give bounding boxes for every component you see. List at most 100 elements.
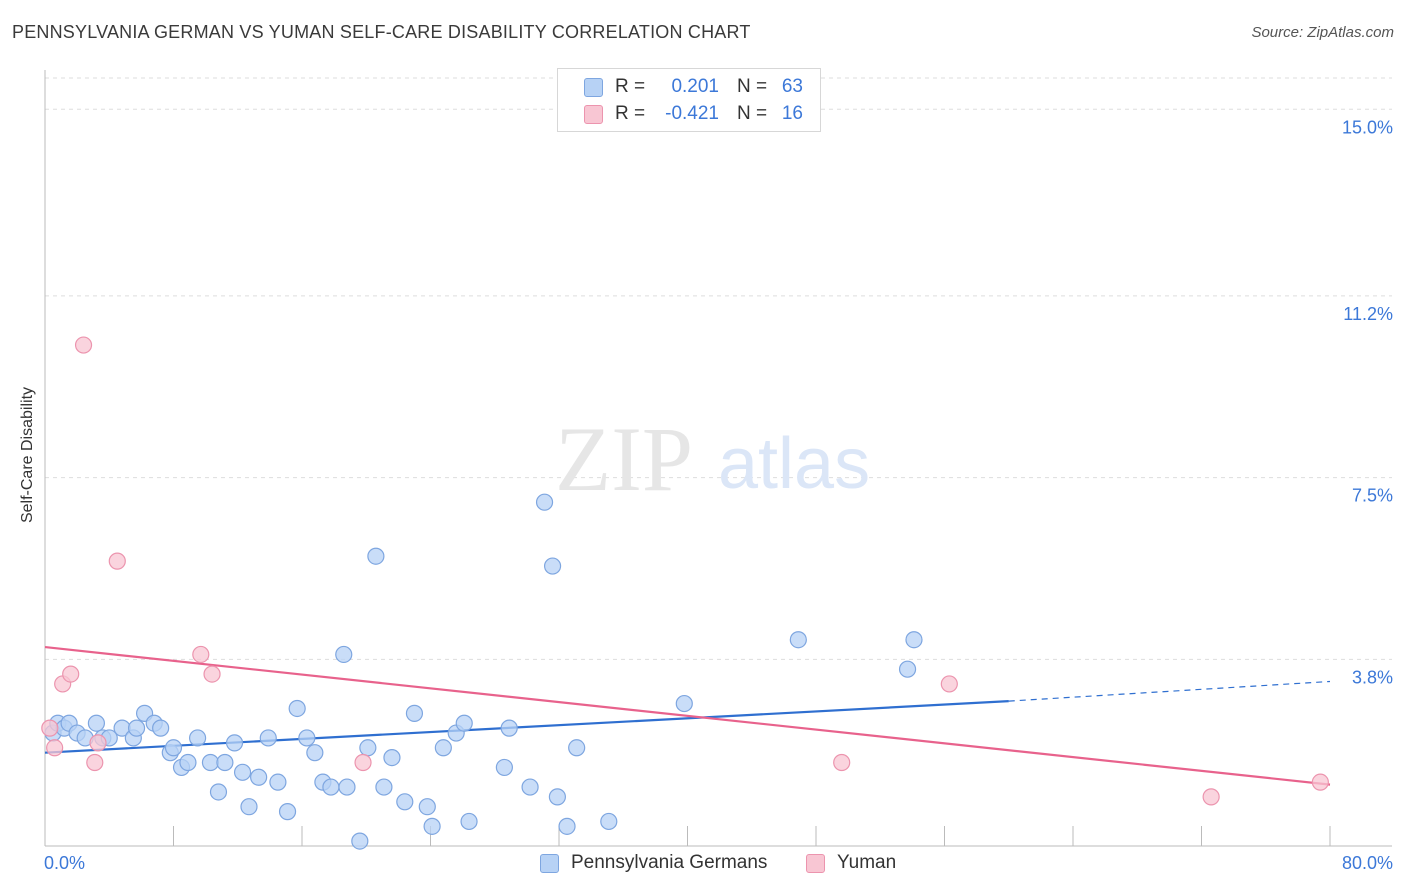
data-point-pennsylvania-germans — [568, 739, 586, 757]
data-point-pennsylvania-germans — [322, 778, 340, 796]
legend-row-yuman: R = -0.421 N = 16 — [584, 102, 803, 126]
data-point-pennsylvania-germans — [164, 739, 183, 757]
correlation-legend: R = 0.201 N = 63 R = -0.421 N = 16 — [557, 68, 821, 132]
bottom-legend-label: Yuman — [837, 852, 897, 873]
series-yuman — [41, 336, 1329, 806]
data-point-pennsylvania-germans — [216, 753, 234, 772]
y-axis-label: Self-Care Disability — [19, 386, 36, 524]
data-point-pennsylvania-germans — [87, 714, 106, 732]
data-point-pennsylvania-germans — [209, 783, 228, 801]
data-point-pennsylvania-germans — [455, 714, 473, 732]
gridlines — [45, 77, 1392, 660]
data-point-pennsylvania-germans — [600, 812, 618, 831]
y-tick-label: 7.5% — [1352, 486, 1393, 506]
data-point-pennsylvania-germans — [521, 778, 539, 796]
x-tick-label-min: 0.0% — [44, 853, 85, 873]
trendline-yuman — [44, 645, 1331, 786]
trend-lines — [44, 645, 1331, 786]
legend-r-value: -0.421 — [665, 103, 719, 124]
legend-n-label: N = — [737, 103, 768, 124]
data-point-pennsylvania-germans — [359, 739, 377, 757]
data-point-yuman — [1311, 773, 1329, 791]
legend-n-value: 16 — [781, 103, 803, 124]
data-point-pennsylvania-germans — [500, 719, 518, 737]
trendline-pennsylvania-germans-extension — [1008, 680, 1331, 702]
data-point-yuman — [1202, 788, 1220, 806]
data-point-pennsylvania-germans — [548, 788, 566, 806]
data-point-pennsylvania-germans — [127, 719, 146, 737]
watermark: ZIP atlas — [555, 408, 870, 510]
legend-row-pennsylvania-germans: R = 0.201 N = 63 — [584, 75, 803, 99]
data-point-pennsylvania-germans — [250, 768, 268, 786]
watermark-zip: ZIP — [555, 408, 693, 510]
data-point-yuman — [74, 336, 93, 354]
data-point-pennsylvania-germans — [338, 778, 356, 796]
data-point-yuman — [89, 734, 107, 752]
data-point-pennsylvania-germans — [233, 763, 252, 781]
data-point-pennsylvania-germans — [288, 699, 306, 718]
data-point-pennsylvania-germans — [675, 694, 693, 713]
bottom-legend-label: Pennsylvania Germans — [571, 852, 768, 873]
watermark-atlas: atlas — [718, 424, 870, 504]
legend-n-value: 63 — [781, 76, 803, 97]
y-tick-label: 15.0% — [1342, 117, 1393, 137]
data-point-pennsylvania-germans — [434, 739, 452, 757]
data-point-pennsylvania-germans — [269, 773, 287, 791]
data-point-pennsylvania-germans — [179, 753, 197, 772]
data-point-pennsylvania-germans — [259, 729, 277, 747]
data-point-pennsylvania-germans — [225, 734, 244, 752]
legend-swatch-pink — [584, 104, 603, 124]
data-point-pennsylvania-germans — [240, 798, 258, 816]
data-point-yuman — [46, 739, 64, 757]
data-point-pennsylvania-germans — [335, 645, 353, 664]
bottom-legend-yuman: Yuman — [806, 852, 896, 874]
legend-r-label: R = — [615, 76, 646, 97]
source-credit: Source: ZipAtlas.com — [1251, 24, 1394, 41]
data-point-pennsylvania-germans — [543, 557, 562, 575]
y-tick-label: 3.8% — [1352, 667, 1393, 687]
data-point-yuman — [41, 719, 59, 737]
bottom-legend-pennsylvania-germans: Pennsylvania Germans — [540, 852, 767, 874]
y-tick-label: 11.2% — [1343, 304, 1393, 324]
data-point-pennsylvania-germans — [375, 778, 393, 796]
data-point-pennsylvania-germans — [789, 631, 807, 649]
data-point-yuman — [354, 753, 372, 772]
data-point-pennsylvania-germans — [188, 729, 207, 747]
axes — [44, 70, 1392, 847]
data-point-pennsylvania-germans — [396, 793, 414, 811]
data-point-yuman — [62, 665, 80, 683]
data-point-pennsylvania-germans — [558, 817, 576, 835]
tick-labels: 3.8% 7.5% 11.2% 15.0% 0.0% 80.0% — [44, 117, 1393, 873]
x-tick-label-max: 80.0% — [1342, 853, 1393, 873]
data-point-pennsylvania-germans — [201, 753, 220, 772]
data-point-pennsylvania-germans — [367, 547, 385, 565]
data-point-pennsylvania-germans — [152, 719, 170, 737]
data-point-yuman — [203, 665, 221, 683]
data-point-pennsylvania-germans — [383, 748, 401, 767]
legend-r-label: R = — [615, 103, 646, 124]
trendline-pennsylvania-germans — [44, 700, 1009, 754]
data-point-pennsylvania-germans — [495, 758, 513, 777]
chart-title: PENNSYLVANIA GERMAN VS YUMAN SELF-CARE D… — [12, 22, 751, 42]
legend-n-label: N = — [737, 76, 768, 97]
data-point-pennsylvania-germans — [905, 631, 923, 649]
data-point-pennsylvania-germans — [298, 729, 316, 747]
data-point-pennsylvania-germans — [535, 493, 554, 511]
data-point-yuman — [940, 675, 958, 693]
data-point-yuman — [108, 552, 126, 570]
legend-swatch-blue — [584, 77, 603, 97]
data-point-yuman — [86, 753, 104, 772]
series-pennsylvania-germans — [44, 493, 923, 850]
data-point-pennsylvania-germans — [405, 704, 424, 722]
data-point-pennsylvania-germans — [418, 798, 436, 816]
data-point-pennsylvania-germans — [423, 817, 441, 835]
bottom-legend-swatch-blue — [540, 853, 559, 873]
data-point-pennsylvania-germans — [351, 832, 369, 850]
legend-r-value: 0.201 — [671, 76, 719, 97]
data-point-pennsylvania-germans — [278, 803, 297, 821]
data-point-yuman — [833, 753, 851, 772]
data-point-pennsylvania-germans — [898, 660, 917, 678]
bottom-legend-swatch-pink — [806, 853, 825, 873]
data-point-pennsylvania-germans — [460, 812, 478, 831]
